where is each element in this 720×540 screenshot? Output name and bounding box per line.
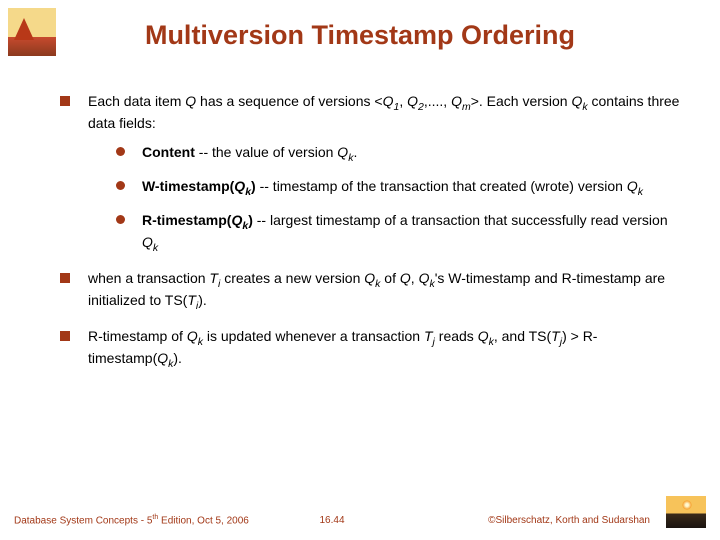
bold: R-timestamp <box>142 212 227 228</box>
text: , and TS( <box>494 328 551 344</box>
sub: m <box>462 101 471 113</box>
var-t: T <box>424 328 433 344</box>
text: creates a new version <box>220 270 364 286</box>
var-q: Q <box>627 178 638 194</box>
text: ). <box>198 292 207 308</box>
sub: k <box>153 242 158 254</box>
text: ). <box>173 350 182 366</box>
var-q: Q <box>142 234 153 250</box>
subbullet-1: Content -- the value of version Qk. <box>116 143 680 165</box>
logo-sunset <box>666 496 706 528</box>
slide-title: Multiversion Timestamp Ordering <box>0 0 720 51</box>
text: of <box>380 270 399 286</box>
footer-copyright: ©Silberschatz, Korth and Sudarshan <box>365 515 650 526</box>
text: Each data item <box>88 93 185 109</box>
var-q: Q <box>157 350 168 366</box>
var-q1: Q <box>383 93 394 109</box>
slide-content: Each data item Q has a sequence of versi… <box>60 92 680 385</box>
text: -- timestamp of the transaction that cre… <box>256 178 627 194</box>
var-q: Q <box>364 270 375 286</box>
footer-page-number: 16.44 <box>319 515 344 526</box>
text: when a transaction <box>88 270 209 286</box>
var-qm: Q <box>451 93 462 109</box>
text: has a sequence of versions < <box>196 93 382 109</box>
var-q: Q <box>478 328 489 344</box>
bold: Content <box>142 144 195 160</box>
text: -- largest timestamp of a transaction th… <box>253 212 668 228</box>
footer-left: Database System Concepts - 5th Edition, … <box>14 514 299 526</box>
subbullet-2: W-timestamp(Qk) -- timestamp of the tran… <box>116 177 680 199</box>
var-q2: Q <box>407 93 418 109</box>
bullet-2: when a transaction Ti creates a new vers… <box>60 269 680 313</box>
text: -- the value of version <box>195 144 337 160</box>
text: ,...., <box>424 93 451 109</box>
var-t: T <box>209 270 218 286</box>
var-t: T <box>551 328 560 344</box>
var-q: Q <box>231 212 242 228</box>
bold: W-timestamp <box>142 178 230 194</box>
text: Database System Concepts - 5 <box>14 515 152 526</box>
subbullet-3: R-timestamp(Qk) -- largest timestamp of … <box>116 211 680 255</box>
text: Edition, Oct 5, 2006 <box>158 515 249 526</box>
text: R-timestamp of <box>88 328 187 344</box>
footer: Database System Concepts - 5th Edition, … <box>14 514 650 526</box>
text: , <box>399 93 407 109</box>
var-q: Q <box>234 178 245 194</box>
text: . <box>353 144 357 160</box>
text: , <box>411 270 419 286</box>
var-q: Q <box>400 270 411 286</box>
slide: Multiversion Timestamp Ordering Each dat… <box>0 0 720 540</box>
var-q: Q <box>185 93 196 109</box>
var-t: T <box>187 292 196 308</box>
text: >. Each version <box>471 93 572 109</box>
logo-sailboat <box>8 8 56 56</box>
sub: k <box>638 186 643 198</box>
text: is updated whenever a transaction <box>203 328 424 344</box>
var-qk: Q <box>571 93 582 109</box>
var-q: Q <box>419 270 430 286</box>
var-q: Q <box>337 144 348 160</box>
text: reads <box>435 328 478 344</box>
bullet-3: R-timestamp of Qk is updated whenever a … <box>60 327 680 371</box>
bullet-1: Each data item Q has a sequence of versi… <box>60 92 680 255</box>
var-q: Q <box>187 328 198 344</box>
